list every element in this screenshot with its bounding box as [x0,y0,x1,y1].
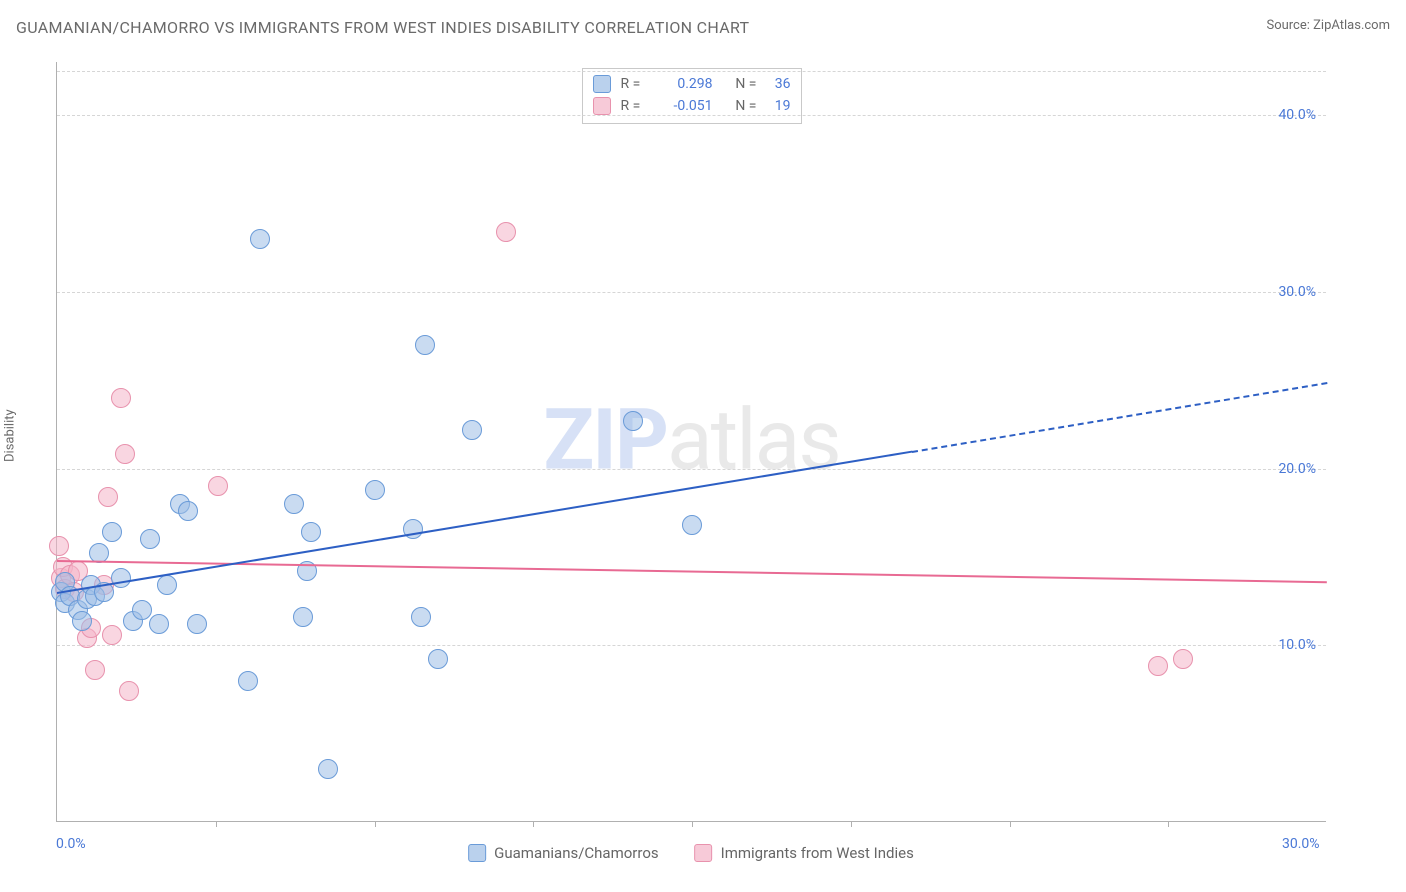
point-pink [85,660,105,680]
legend-item-pink: Immigrants from West Indies [695,844,914,862]
point-pink [49,536,69,556]
point-pink [496,222,516,242]
gridline [57,469,1326,470]
chart-container: Disability ZIPatlas R = 0.298 N = 36 R =… [16,52,1390,872]
x-tick-mark [1010,821,1011,827]
swatch-blue-icon [593,75,611,93]
x-tick-mark [533,821,534,827]
point-blue [301,522,321,542]
swatch-pink-icon [593,97,611,115]
point-pink [208,476,228,496]
plot-area: ZIPatlas R = 0.298 N = 36 R = -0.051 N =… [56,62,1326,822]
source-attribution: Source: ZipAtlas.com [1266,18,1390,33]
watermark: ZIPatlas [543,390,839,489]
swatch-pink-icon [695,844,713,862]
point-blue [178,501,198,521]
y-tick-label: 30.0% [1278,284,1316,300]
gridline [57,292,1326,293]
point-pink [119,681,139,701]
point-blue [284,494,304,514]
y-tick-label: 40.0% [1278,107,1316,123]
point-pink [111,388,131,408]
point-blue [365,480,385,500]
point-blue [415,335,435,355]
point-blue [132,600,152,620]
point-pink [102,625,122,645]
chart-title: GUAMANIAN/CHAMORRO VS IMMIGRANTS FROM WE… [16,18,749,37]
gridline [57,645,1326,646]
point-blue [250,229,270,249]
trendline [57,560,1327,583]
gridline [57,115,1326,116]
point-pink [1148,656,1168,676]
point-blue [318,759,338,779]
x-tick-mark [692,821,693,827]
y-tick-label: 20.0% [1278,461,1316,477]
point-pink [98,487,118,507]
point-blue [293,607,313,627]
trendline [912,382,1327,453]
x-tick-mark [375,821,376,827]
point-blue [187,614,207,634]
point-blue [111,568,131,588]
y-axis-label: Disability [3,409,18,462]
y-tick-label: 10.0% [1278,637,1316,653]
point-blue [102,522,122,542]
point-blue [72,611,92,631]
point-blue [682,515,702,535]
series-legend: Guamanians/Chamorros Immigrants from Wes… [468,844,914,862]
legend-item-blue: Guamanians/Chamorros [468,844,658,862]
swatch-blue-icon [468,844,486,862]
point-blue [140,529,160,549]
gridline [57,71,1326,72]
point-blue [157,575,177,595]
point-blue [149,614,169,634]
x-tick-label: 30.0% [1282,836,1320,852]
point-blue [623,411,643,431]
point-blue [462,420,482,440]
x-tick-mark [216,821,217,827]
point-pink [1173,649,1193,669]
point-blue [428,649,448,669]
x-tick-mark [851,821,852,827]
stats-row-pink: R = -0.051 N = 19 [593,95,791,117]
stats-row-blue: R = 0.298 N = 36 [593,73,791,95]
point-pink [115,444,135,464]
point-blue [411,607,431,627]
x-tick-mark [1168,821,1169,827]
point-blue [238,671,258,691]
x-tick-label: 0.0% [56,836,86,852]
